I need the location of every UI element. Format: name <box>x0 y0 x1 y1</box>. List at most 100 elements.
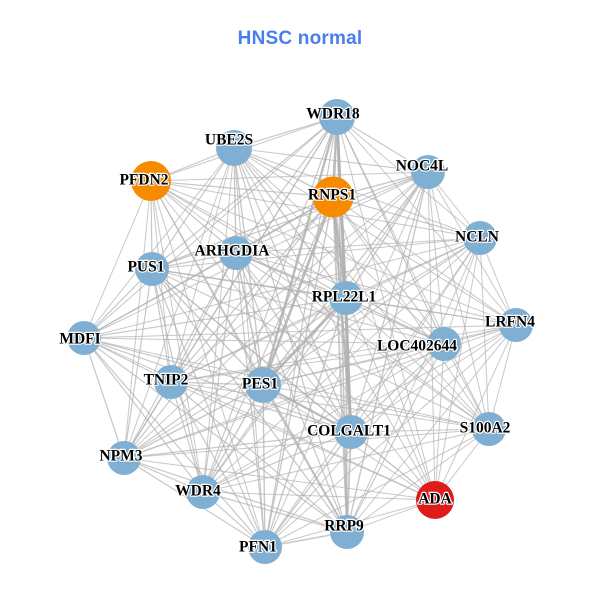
graph-edge <box>150 180 517 326</box>
graph-edge <box>151 237 481 270</box>
graph-edge <box>170 381 490 430</box>
graph-edge <box>170 237 481 383</box>
graph-edge <box>262 384 266 548</box>
graph-edge <box>151 196 334 270</box>
graph-node-wdr4[interactable]: WDR4 <box>174 475 222 509</box>
graph-edge <box>123 268 153 459</box>
node-circle[interactable] <box>154 365 188 399</box>
graph-node-wdr18[interactable]: WDR18 <box>305 99 361 135</box>
graph-edge <box>83 337 125 459</box>
graph-node-loc402644[interactable]: LOC402644 <box>376 327 461 361</box>
node-label: RNPS1 <box>308 187 356 204</box>
graph-edge <box>235 252 436 501</box>
graph-edge <box>123 428 490 459</box>
node-circle[interactable] <box>245 367 281 403</box>
graph-node-s100a2[interactable]: S100A2 <box>458 412 512 446</box>
graph-edge <box>83 337 445 345</box>
graph-edge <box>350 428 490 433</box>
node-label: TNIP2 <box>144 372 189 389</box>
graph-edge <box>123 196 334 459</box>
graph-node-ncln[interactable]: NCLN <box>454 221 500 255</box>
graph-edge <box>151 268 490 430</box>
node-circle[interactable] <box>329 281 363 315</box>
graph-edge <box>151 268 264 386</box>
graph-edge <box>264 428 490 548</box>
graph-edge <box>83 147 235 339</box>
node-circle[interactable] <box>219 236 253 270</box>
node-label: NCLN <box>455 229 499 246</box>
node-circle[interactable] <box>186 475 220 509</box>
graph-edge <box>170 196 334 383</box>
node-circle[interactable] <box>248 530 282 564</box>
graph-node-noc4l[interactable]: NOC4L <box>395 155 449 189</box>
graph-node-rnps1[interactable]: RNPS1 <box>307 176 357 218</box>
node-label: S100A2 <box>460 420 511 437</box>
node-circle[interactable] <box>67 321 101 355</box>
graph-edge <box>235 252 517 326</box>
graph-node-mdfi[interactable]: MDFI <box>58 321 102 355</box>
node-circle[interactable] <box>135 252 169 286</box>
graph-node-pfn1[interactable]: PFN1 <box>238 530 282 564</box>
graph-edge <box>170 252 237 383</box>
graph-edge <box>83 252 237 339</box>
graph-edge <box>202 252 237 493</box>
graph-edge <box>202 491 436 501</box>
graph-edge <box>233 147 347 299</box>
graph-edge <box>151 147 235 270</box>
graph-node-npm3[interactable]: NPM3 <box>98 441 144 475</box>
node-circle[interactable] <box>499 308 533 342</box>
graph-node-pus1[interactable]: PUS1 <box>126 252 169 286</box>
node-circle[interactable] <box>472 412 506 446</box>
graph-edge <box>123 431 352 459</box>
graph-edge <box>170 381 204 493</box>
graph-edge <box>150 180 347 299</box>
graph-edge <box>123 180 152 459</box>
graph-node-tnip2[interactable]: TNIP2 <box>142 365 190 399</box>
graph-edge <box>346 428 490 533</box>
graph-edge <box>202 237 481 493</box>
graph-edge <box>262 384 348 533</box>
graph-edge <box>332 196 481 239</box>
graph-node-rrp9[interactable]: RRP9 <box>323 515 365 549</box>
graph-edge <box>123 252 237 459</box>
graph-edge <box>150 180 204 493</box>
graph-edge <box>83 337 436 501</box>
node-circle[interactable] <box>411 155 445 189</box>
graph-edge <box>123 343 445 459</box>
graph-edge <box>350 324 517 433</box>
graph-edge <box>233 147 348 533</box>
node-circle[interactable] <box>216 130 252 166</box>
graph-node-ada[interactable]: ADA <box>416 481 454 519</box>
graph-node-arhgdia[interactable]: ARHGDIA <box>193 236 271 270</box>
node-circle[interactable] <box>330 515 364 549</box>
graph-node-rpl22l1[interactable]: RPL22L1 <box>311 281 377 315</box>
graph-edge <box>83 337 352 433</box>
node-circle[interactable] <box>107 441 141 475</box>
node-layer: WDR18 UBE2S NOC4L PFDN2 RNPS1 NCLN ARHGDIA PUS1… <box>58 99 536 564</box>
node-circle[interactable] <box>334 415 368 449</box>
graph-node-pes1[interactable]: PES1 <box>241 367 281 403</box>
graph-node-pfdn2[interactable]: PFDN2 <box>118 161 171 201</box>
graph-edge <box>123 457 436 501</box>
node-label: NPM3 <box>99 448 142 465</box>
graph-node-ube2s[interactable]: UBE2S <box>204 130 254 166</box>
graph-edge <box>83 297 347 339</box>
graph-edge <box>233 147 429 173</box>
graph-edge <box>151 268 172 383</box>
node-circle[interactable] <box>131 161 171 201</box>
node-label: ARHGDIA <box>195 243 271 260</box>
node-circle[interactable] <box>427 327 461 361</box>
graph-edge <box>123 384 264 459</box>
node-label: PFN1 <box>239 539 277 556</box>
graph-node-lrfn4[interactable]: LRFN4 <box>484 308 536 342</box>
node-circle[interactable] <box>416 481 454 519</box>
graph-edge <box>264 196 334 548</box>
node-circle[interactable] <box>312 176 354 218</box>
graph-node-colgalt1[interactable]: COLGALT1 <box>306 415 392 449</box>
node-label: UBE2S <box>205 132 253 149</box>
node-circle[interactable] <box>319 99 355 135</box>
graph-edge <box>345 297 436 501</box>
node-circle[interactable] <box>463 221 497 255</box>
